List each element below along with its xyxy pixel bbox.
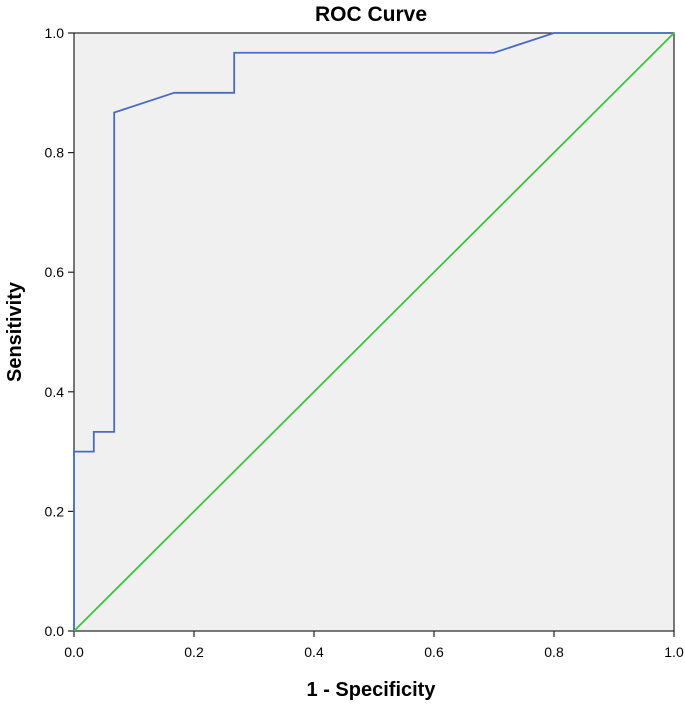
y-tick-label: 0.6 (45, 264, 65, 280)
roc-curve-line (73, 32, 674, 631)
reference-diagonal-line (73, 32, 675, 632)
y-tick-label: 0.0 (45, 623, 65, 639)
x-axis-label: 1 - Specificity (307, 679, 437, 701)
chart-title: ROC Curve (315, 3, 427, 26)
x-tick-label: 0.8 (544, 644, 564, 660)
x-tick-label: 0.2 (184, 644, 204, 660)
x-tick-label: 1.0 (664, 644, 684, 660)
x-tick-label: 0.0 (64, 644, 84, 660)
y-tick-label: 0.4 (45, 384, 65, 400)
x-tick-label: 0.6 (424, 644, 444, 660)
y-axis-label: Sensitivity (4, 281, 26, 382)
x-tick-label: 0.4 (304, 644, 324, 660)
y-tick-label: 0.2 (45, 503, 65, 519)
y-tick-label: 0.8 (45, 145, 65, 161)
y-tick-label: 1.0 (45, 25, 65, 41)
